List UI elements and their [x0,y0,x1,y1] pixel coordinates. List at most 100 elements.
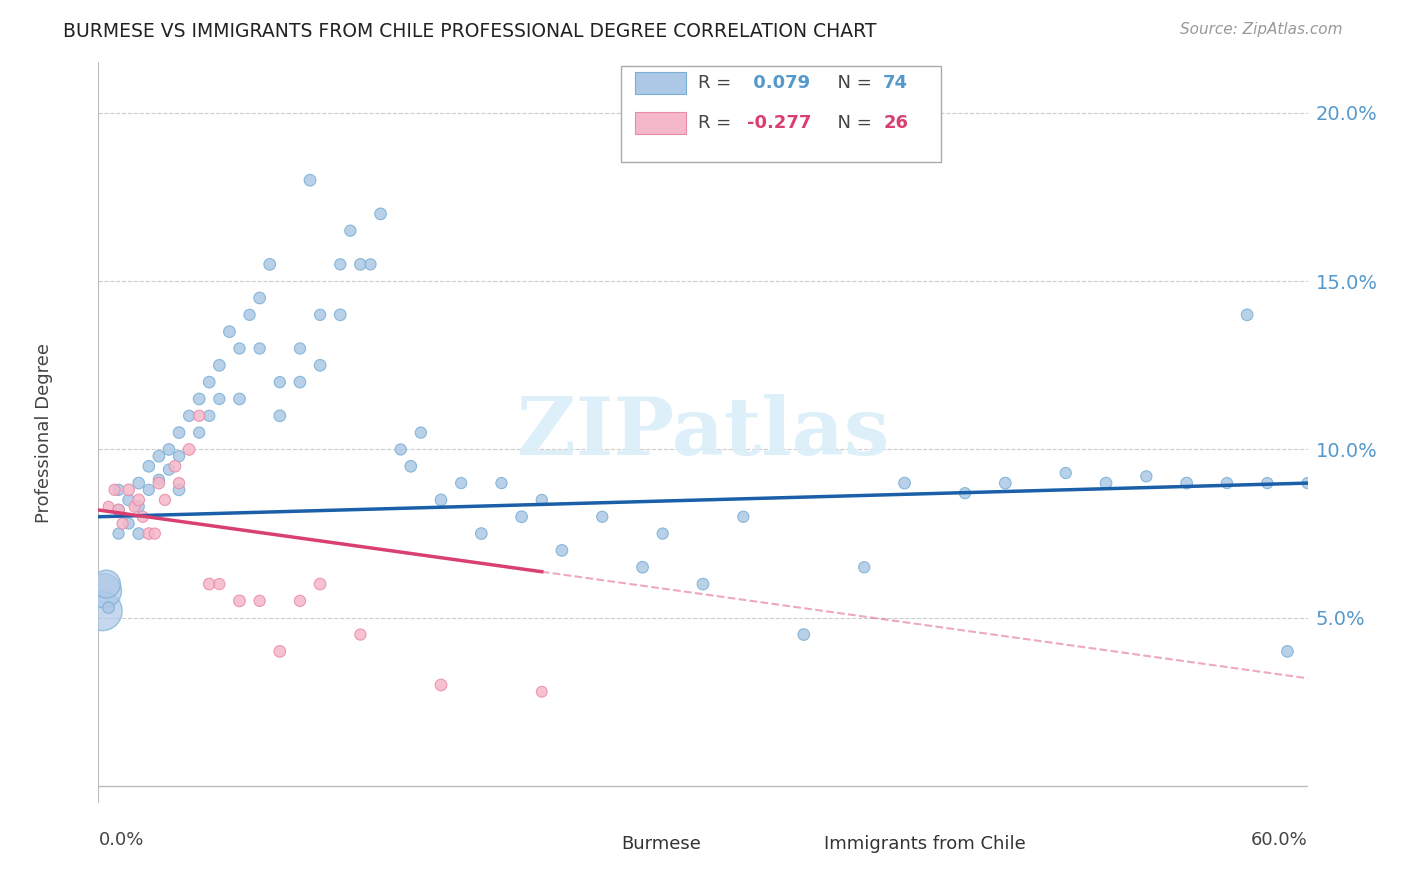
Point [288,594,311,608]
Point [1175,476,1198,491]
Text: 74: 74 [883,74,908,92]
Point [128,500,150,514]
Text: BURMESE VS IMMIGRANTS FROM CHILE PROFESSIONAL DEGREE CORRELATION CHART: BURMESE VS IMMIGRANTS FROM CHILE PROFESS… [63,22,877,41]
Point [370,207,392,221]
Point [188,425,211,440]
Point [157,462,180,476]
Point [179,442,201,457]
Point [1236,308,1258,322]
Point [198,409,221,423]
Point [1296,476,1319,491]
Point [179,409,201,423]
Point [107,503,129,517]
Point [249,342,271,356]
Point [167,476,190,491]
Point [299,173,322,187]
Point [138,483,160,497]
Point [309,308,332,322]
Point [218,325,240,339]
Point [329,308,352,322]
Point [167,449,190,463]
Point [107,503,129,517]
Point [793,627,815,641]
Point [349,627,371,641]
Point [269,644,291,658]
Point [510,509,533,524]
Point [389,442,412,457]
Point [994,476,1017,491]
Point [853,560,876,574]
Point [399,459,422,474]
Point [188,392,211,406]
Point [107,526,129,541]
Text: N =: N = [827,74,877,92]
Point [733,509,755,524]
Point [118,516,141,531]
Point [91,604,114,618]
Point [288,342,311,356]
Point [228,594,250,608]
Point [349,257,371,271]
Point [143,526,166,541]
Point [148,476,170,491]
Point [103,483,125,497]
Point [1054,466,1077,480]
Point [591,509,613,524]
Point [259,257,281,271]
Point [450,476,472,491]
Text: -0.277: -0.277 [747,114,811,132]
Point [208,577,231,591]
Point [167,425,190,440]
Text: Immigrants from Chile: Immigrants from Chile [824,835,1025,853]
Point [288,375,311,389]
Point [239,308,262,322]
Point [530,685,553,699]
Point [208,359,231,373]
Point [148,449,170,463]
Point [198,375,221,389]
Text: 0.079: 0.079 [747,74,810,92]
Point [96,577,118,591]
Point [208,392,231,406]
Point [1256,476,1278,491]
Point [132,509,155,524]
Point [692,577,714,591]
Point [249,594,271,608]
Text: R =: R = [699,74,737,92]
Point [118,492,141,507]
Point [97,500,120,514]
FancyBboxPatch shape [770,835,817,853]
Point [124,500,146,514]
Text: ZIPatlas: ZIPatlas [517,393,889,472]
Point [228,342,250,356]
Point [430,678,453,692]
Point [339,224,361,238]
Point [167,483,190,497]
Point [93,583,115,598]
Point [111,516,134,531]
Point [1135,469,1157,483]
Point [269,375,291,389]
Point [1216,476,1239,491]
Point [249,291,271,305]
Point [163,459,186,474]
Point [631,560,654,574]
Point [953,486,976,500]
Point [651,526,673,541]
Text: R =: R = [699,114,737,132]
Text: Professional Degree: Professional Degree [35,343,53,523]
Point [551,543,574,558]
Text: N =: N = [827,114,877,132]
Point [107,483,129,497]
Point [128,476,150,491]
Text: 26: 26 [883,114,908,132]
Point [198,577,221,591]
Point [153,492,176,507]
FancyBboxPatch shape [568,835,613,853]
Point [309,359,332,373]
Point [1095,476,1118,491]
Point [148,473,170,487]
Point [470,526,492,541]
Text: 60.0%: 60.0% [1251,831,1308,849]
Point [128,492,150,507]
